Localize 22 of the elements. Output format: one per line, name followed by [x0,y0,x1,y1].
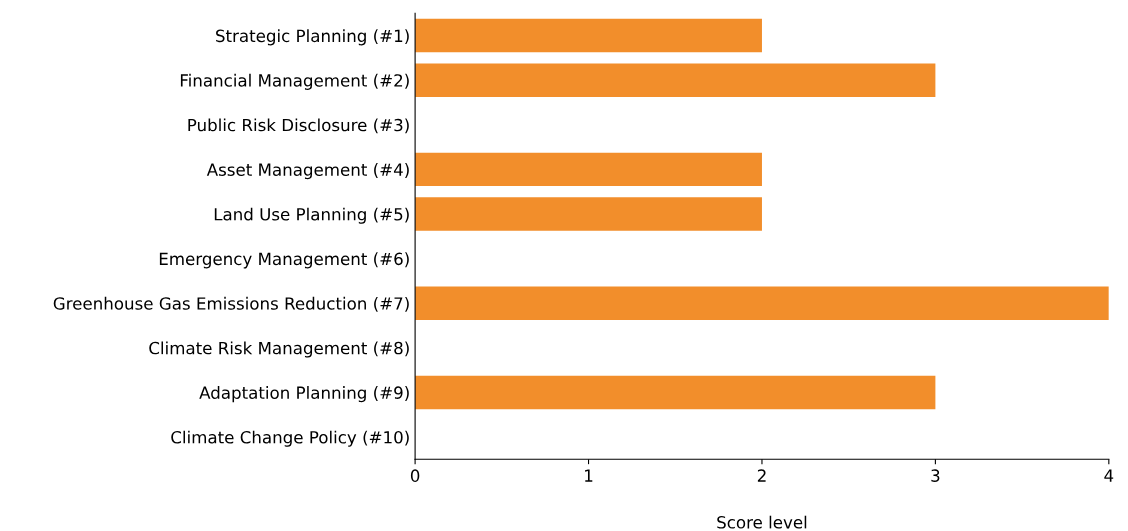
y-tick-label: Climate Change Policy (#10) [171,430,409,447]
x-tick-label: 2 [757,469,766,482]
y-tick-label: Emergency Management (#6) [159,252,409,269]
bar [415,152,762,187]
y-tick-label: Climate Risk Management (#8) [149,341,409,358]
bar [415,375,936,410]
y-tick-label: Public Risk Disclosure (#3) [188,118,409,134]
y-tick-label: Land Use Planning (#5) [214,207,409,224]
x-tick-label: 3 [931,469,940,482]
x-tick-label: 4 [1104,469,1114,482]
bar [415,63,936,97]
x-axis-title: Score level [717,515,807,529]
y-tick-label: Strategic Planning (#1) [216,29,409,46]
bar [415,18,762,53]
bar [415,286,1109,320]
y-tick-label: Financial Management (#2) [180,73,409,90]
y-tick-label: Adaptation Planning (#9) [199,386,409,403]
y-tick-label: Greenhouse Gas Emissions Reduction (#7) [53,296,409,312]
x-tick-label: 0 [410,469,420,482]
bar [415,197,762,231]
y-tick-label: Asset Management (#4) [206,163,409,180]
x-tick-label: 1 [585,469,593,482]
